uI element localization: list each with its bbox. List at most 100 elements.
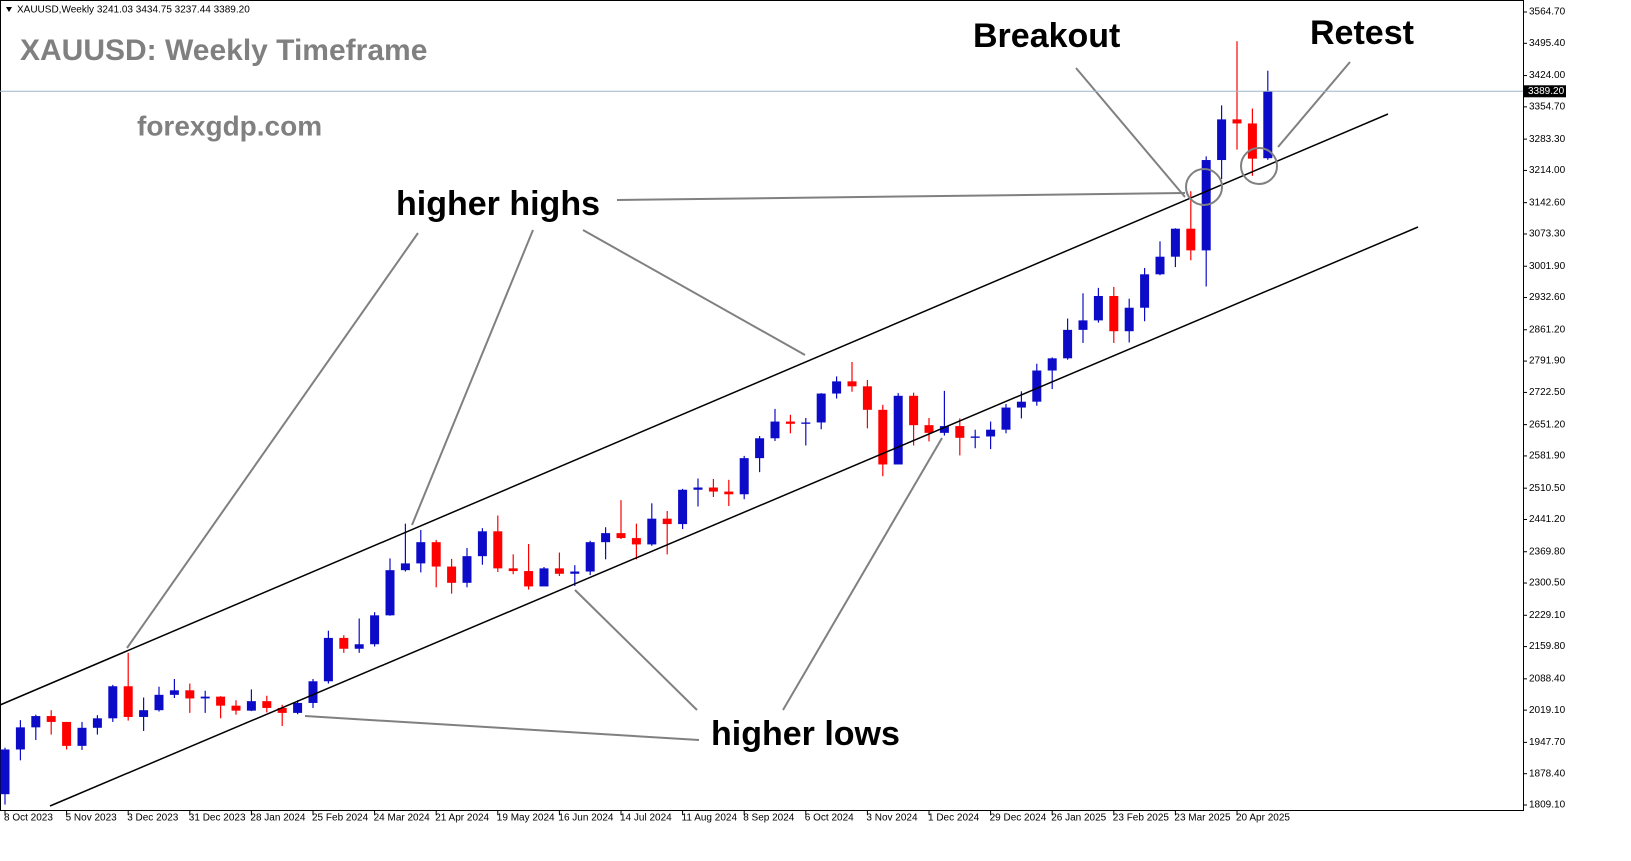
candle-body [323, 637, 333, 682]
y-tick-label: 2932.60 [1529, 292, 1566, 303]
candle-body [970, 436, 980, 438]
x-tick-label: 23 Feb 2025 [1113, 813, 1170, 824]
candle-body [1032, 370, 1042, 402]
candle-body [231, 705, 241, 711]
y-tick-label: 2159.80 [1529, 641, 1566, 652]
candle-body [755, 438, 765, 459]
x-tick-label: 25 Feb 2024 [312, 813, 369, 824]
candle-body [1063, 329, 1073, 359]
x-tick-label: 5 Nov 2023 [66, 813, 118, 824]
lower-channel-line [49, 226, 1419, 807]
candle-body [1140, 274, 1150, 308]
candle-body [554, 568, 564, 574]
x-tick-label: 3 Dec 2023 [127, 813, 179, 824]
candle-body [31, 716, 41, 728]
higher-high-pointer [616, 192, 1186, 201]
candle-body [1001, 407, 1011, 430]
y-tick-label: 2019.10 [1529, 705, 1566, 716]
candle-body [15, 727, 25, 750]
y-tick-label: 2441.20 [1529, 514, 1566, 525]
breakout-pointer [1075, 67, 1186, 198]
candle-body [308, 681, 318, 703]
candle-body [770, 421, 780, 439]
x-tick-label: 19 May 2024 [497, 813, 555, 824]
candle-body [123, 686, 133, 717]
candle-body [924, 425, 934, 433]
x-tick-label: 16 Jun 2024 [558, 813, 613, 824]
y-tick-label: 2861.20 [1529, 324, 1566, 335]
retest-pointer [1277, 61, 1351, 148]
candle-body [92, 718, 102, 728]
higher-low-pointer [574, 589, 698, 711]
candle-body [416, 542, 426, 564]
candle-body [1109, 295, 1119, 332]
candle-body [832, 381, 842, 394]
candle-body [169, 690, 179, 695]
candle-body [277, 707, 287, 713]
candle-body [108, 686, 118, 719]
y-tick-label: 3283.30 [1529, 134, 1566, 145]
candle-body [1232, 119, 1242, 124]
y-tick-label: 2791.90 [1529, 356, 1566, 367]
annotation-guides [126, 61, 1351, 741]
y-tick-label: 3214.00 [1529, 165, 1566, 176]
candle-body [909, 395, 919, 426]
higher-high-pointer [582, 229, 806, 356]
candle-body [339, 637, 349, 649]
candle-body [801, 422, 811, 424]
candle-body [678, 489, 688, 525]
annotation: higher highs [396, 185, 600, 223]
candle-body [200, 696, 210, 699]
candle-body [246, 701, 256, 711]
candle-body [816, 393, 826, 423]
y-tick-label: 3495.40 [1529, 38, 1566, 49]
annotation: higher lows [711, 715, 900, 753]
higher-high-pointer [411, 229, 534, 526]
header-icon [6, 7, 12, 12]
candle-body [77, 727, 87, 746]
candle-body [216, 696, 226, 706]
y-tick-label: 3424.00 [1529, 70, 1566, 81]
candle-body [862, 386, 872, 410]
x-tick-label: 23 Mar 2025 [1174, 813, 1231, 824]
candle-body [708, 487, 718, 492]
candle-body [139, 710, 149, 717]
candle-body [354, 644, 364, 649]
y-tick-label: 3564.70 [1529, 7, 1566, 18]
y-tick-label: 3073.30 [1529, 229, 1566, 240]
candle-body [847, 381, 857, 387]
y-tick-label: 2651.20 [1529, 419, 1566, 430]
upper-channel-line [0, 113, 1389, 706]
y-tick-label: 1809.10 [1529, 800, 1566, 811]
candle-body [400, 563, 410, 571]
candle-body [431, 542, 441, 567]
x-tick-label: 26 Jan 2025 [1051, 813, 1106, 824]
candle-body [508, 568, 518, 572]
candle-body [385, 570, 395, 616]
y-tick-label: 3142.60 [1529, 197, 1566, 208]
x-tick-label: 20 Apr 2025 [1236, 813, 1290, 824]
candle-body [1263, 91, 1273, 159]
candle-body [1170, 228, 1180, 257]
candle-body [1247, 123, 1257, 159]
x-tick-label: 29 Dec 2024 [990, 813, 1047, 824]
candle-body [939, 426, 949, 433]
price-tag [1524, 85, 1566, 98]
candle-body [477, 531, 487, 557]
candle-body [524, 571, 534, 587]
candle-body [955, 426, 965, 438]
candle-body [447, 566, 457, 583]
chart-header: XAUUSD,Weekly 3241.03 3434.75 3237.44 33… [17, 5, 250, 16]
y-tick-label: 2229.10 [1529, 610, 1566, 621]
y-tick-label: 2369.80 [1529, 546, 1566, 557]
retest-circle [1240, 147, 1278, 185]
annotation: Retest [1310, 14, 1414, 52]
y-tick-label: 1947.70 [1529, 737, 1566, 748]
x-tick-label: 8 Oct 2023 [4, 813, 53, 824]
candle-body [1124, 307, 1134, 332]
x-tick-label: 3 Nov 2024 [866, 813, 918, 824]
y-tick-label: 2722.50 [1529, 387, 1566, 398]
x-tick-label: 28 Jan 2024 [250, 813, 305, 824]
candle-body [1155, 256, 1165, 275]
